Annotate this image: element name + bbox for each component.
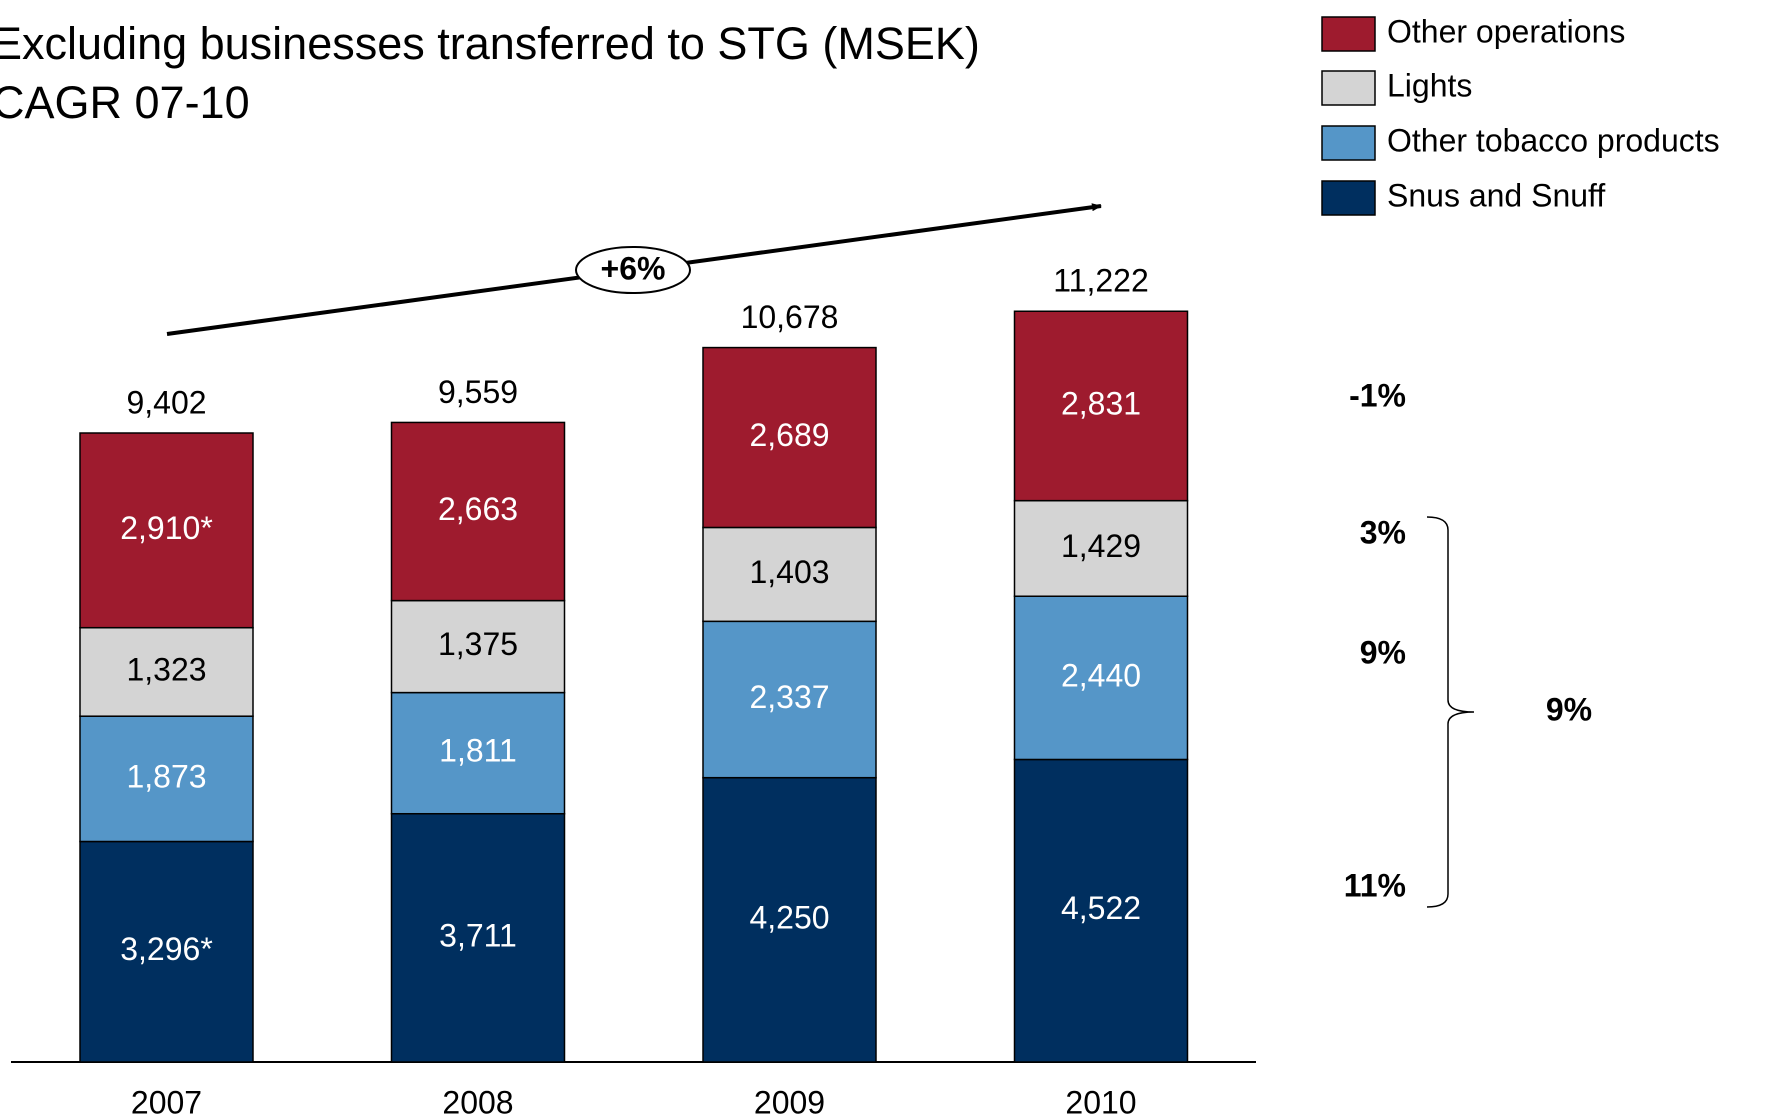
legend-swatch: [1321, 180, 1376, 216]
segment-label: 2,440: [1061, 657, 1141, 693]
bar-segment: [79, 840, 254, 1063]
total-label: 9,559: [438, 374, 518, 410]
series-cagr: 9%: [1360, 634, 1406, 670]
segment-label: 2,337: [749, 679, 829, 715]
total-cagr: +6%: [601, 250, 666, 286]
x-tick-label: 2007: [131, 1084, 202, 1117]
bar-segment: [1013, 595, 1189, 761]
legend-label: Other tobacco products: [1387, 122, 1720, 158]
bar-segment: [390, 421, 566, 602]
cagr-bubble: [575, 246, 691, 294]
segment-label: 2,910*: [120, 510, 213, 546]
bar-segment: [1013, 758, 1189, 1063]
bar-segment: [702, 526, 877, 623]
legend-label: Other operations: [1387, 13, 1625, 49]
legend-swatch: [1321, 125, 1376, 161]
legend-label: Snus and Snuff: [1387, 177, 1605, 213]
segment-label: 4,250: [749, 899, 829, 935]
chart-subtitle: CAGR 07-10: [0, 77, 250, 128]
segment-label: 3,296*: [120, 931, 213, 967]
segment-label: 1,323: [126, 651, 206, 687]
bracket: [1426, 516, 1475, 908]
total-label: 10,678: [741, 299, 839, 335]
bar-segment: [1013, 310, 1189, 502]
total-label: 11,222: [1053, 263, 1149, 299]
bar-segment: [79, 715, 254, 843]
segment-label: 1,811: [439, 733, 517, 769]
bar-segment: [1013, 499, 1189, 597]
bar-segment: [390, 599, 566, 694]
legend-label: Lights: [1387, 67, 1472, 103]
segment-label: 2,663: [438, 491, 518, 527]
segment-label: 1,429: [1061, 528, 1141, 564]
x-tick-label: 2010: [1065, 1084, 1136, 1117]
x-tick-label: 2008: [442, 1084, 513, 1117]
bar-segment: [702, 776, 877, 1063]
segment-label: 2,689: [749, 417, 829, 453]
segment-label: 2,831: [1061, 385, 1141, 421]
segment-label: 1,375: [438, 626, 518, 662]
segment-label: 1,873: [126, 758, 206, 794]
x-tick-label: 2009: [754, 1084, 825, 1117]
group-cagr: 9%: [1546, 691, 1592, 727]
series-cagr: -1%: [1349, 377, 1406, 413]
segment-label: 3,711: [439, 917, 517, 953]
segment-label: 4,522: [1061, 890, 1141, 926]
bar-segment: [702, 620, 877, 779]
bar-segment: [79, 432, 254, 629]
legend-swatch: [1321, 70, 1376, 106]
series-cagr: 11%: [1344, 867, 1406, 903]
bar-segment: [702, 346, 877, 529]
chart-title: Excluding businesses transferred to STG …: [0, 18, 980, 69]
total-label: 9,402: [126, 384, 206, 420]
legend-swatch: [1321, 16, 1376, 52]
segment-label: 1,403: [749, 554, 829, 590]
series-cagr: 3%: [1360, 514, 1406, 550]
